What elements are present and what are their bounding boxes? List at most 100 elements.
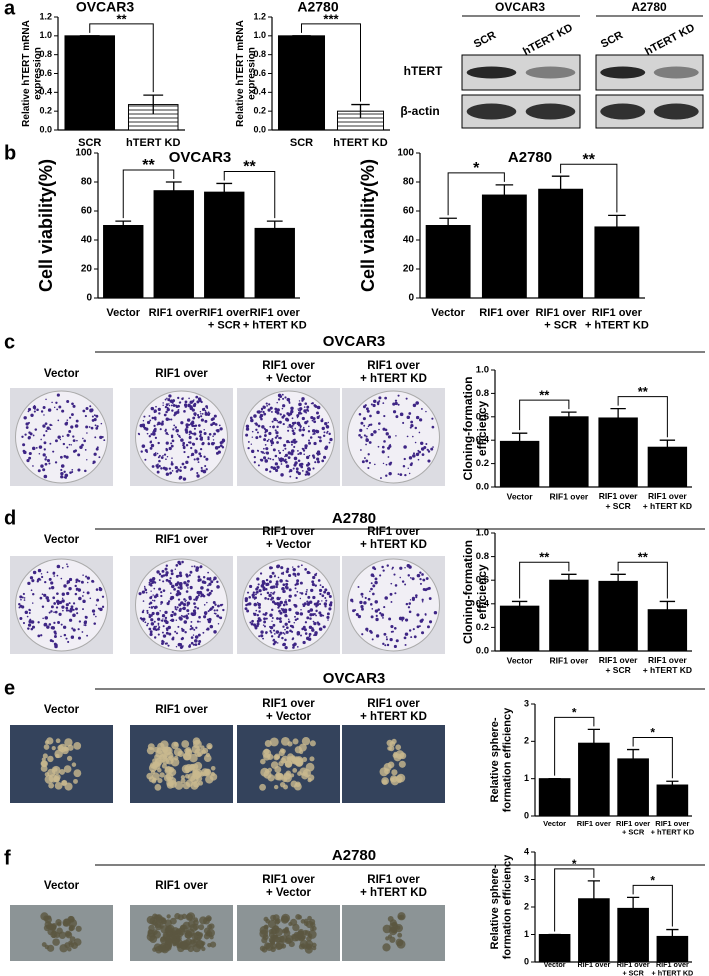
sphere-cell bbox=[59, 769, 65, 775]
colony bbox=[382, 642, 385, 646]
colony bbox=[56, 564, 61, 569]
sphere-cell bbox=[283, 772, 291, 780]
colony bbox=[303, 453, 306, 456]
colony bbox=[158, 626, 161, 629]
colony bbox=[187, 587, 189, 589]
y-tick-label: 40 bbox=[403, 235, 415, 246]
colony bbox=[294, 615, 296, 618]
colony bbox=[156, 570, 160, 574]
colony bbox=[93, 452, 97, 456]
colony bbox=[415, 594, 418, 597]
sphere-cell bbox=[209, 935, 214, 940]
colony bbox=[275, 582, 279, 586]
colony bbox=[299, 592, 302, 594]
colony bbox=[288, 594, 292, 598]
colony bbox=[188, 433, 191, 436]
colony bbox=[60, 577, 63, 580]
sphere-cell bbox=[47, 755, 54, 763]
bar bbox=[481, 194, 527, 299]
colony bbox=[292, 572, 296, 576]
significance-label: * bbox=[650, 726, 655, 740]
colony bbox=[90, 426, 94, 430]
error-bar bbox=[666, 928, 679, 944]
y-tick-label: 1.2 bbox=[39, 11, 52, 21]
y-tick-label: 100 bbox=[397, 148, 414, 159]
colony bbox=[288, 608, 292, 612]
colony bbox=[285, 599, 287, 601]
y-tick-label: 20 bbox=[403, 264, 415, 275]
colony bbox=[276, 425, 279, 429]
colony bbox=[314, 584, 317, 587]
colony bbox=[406, 415, 411, 420]
sphere-cell bbox=[310, 926, 315, 932]
colony bbox=[168, 632, 172, 636]
colony bbox=[278, 420, 282, 424]
sphere-cell bbox=[395, 938, 404, 947]
colony bbox=[284, 585, 287, 588]
colony bbox=[290, 443, 293, 446]
colony bbox=[64, 422, 68, 426]
colony bbox=[418, 418, 423, 422]
colony bbox=[162, 402, 164, 404]
colony bbox=[265, 447, 269, 451]
colony bbox=[281, 393, 284, 396]
colony bbox=[219, 427, 223, 431]
colony bbox=[77, 468, 81, 472]
colony bbox=[141, 590, 146, 594]
significance-bracket bbox=[447, 172, 505, 216]
colony bbox=[211, 417, 215, 421]
colony bbox=[176, 433, 179, 436]
colony bbox=[82, 437, 84, 440]
colony bbox=[308, 425, 310, 428]
colony bbox=[390, 624, 394, 629]
x-tick-label: Vector bbox=[544, 960, 566, 969]
colony bbox=[282, 449, 285, 452]
colony bbox=[317, 622, 321, 626]
image-caption: Vector bbox=[44, 368, 80, 380]
colony bbox=[213, 414, 217, 418]
colony bbox=[271, 571, 275, 575]
colony bbox=[286, 626, 289, 630]
colony bbox=[170, 572, 174, 576]
chart-title: OVCAR3 bbox=[169, 149, 232, 166]
y-tick-label: 0.6 bbox=[253, 68, 266, 78]
colony bbox=[397, 473, 400, 475]
colony bbox=[407, 467, 409, 470]
colony bbox=[173, 612, 177, 616]
colony bbox=[269, 457, 272, 460]
sphere-cell bbox=[275, 772, 284, 781]
colony bbox=[161, 631, 164, 634]
colony bbox=[196, 471, 199, 475]
colony bbox=[432, 446, 434, 448]
colony bbox=[151, 465, 155, 468]
sphere-cell bbox=[53, 775, 60, 783]
colony bbox=[196, 457, 200, 461]
colony bbox=[204, 412, 209, 416]
colony bbox=[428, 620, 433, 624]
significance-bracket bbox=[617, 396, 668, 438]
sphere-cell bbox=[312, 946, 317, 951]
colony bbox=[270, 566, 273, 570]
colony bbox=[203, 604, 206, 606]
colony bbox=[383, 414, 386, 418]
colony bbox=[191, 452, 195, 457]
colony bbox=[213, 442, 216, 445]
colony bbox=[193, 402, 197, 406]
colony bbox=[258, 606, 261, 609]
colony bbox=[308, 635, 311, 638]
sphere-cell bbox=[198, 924, 205, 931]
colony bbox=[365, 438, 369, 442]
colony bbox=[207, 437, 210, 441]
colony bbox=[174, 426, 178, 429]
sphere-cell bbox=[197, 752, 202, 757]
colony bbox=[264, 443, 267, 446]
colony bbox=[45, 398, 47, 401]
colony bbox=[182, 603, 187, 607]
colony bbox=[175, 646, 178, 648]
colony bbox=[309, 613, 313, 617]
colony bbox=[379, 611, 382, 615]
colony bbox=[153, 595, 157, 599]
colony bbox=[184, 400, 188, 404]
colony bbox=[378, 396, 382, 400]
colony bbox=[217, 445, 221, 449]
